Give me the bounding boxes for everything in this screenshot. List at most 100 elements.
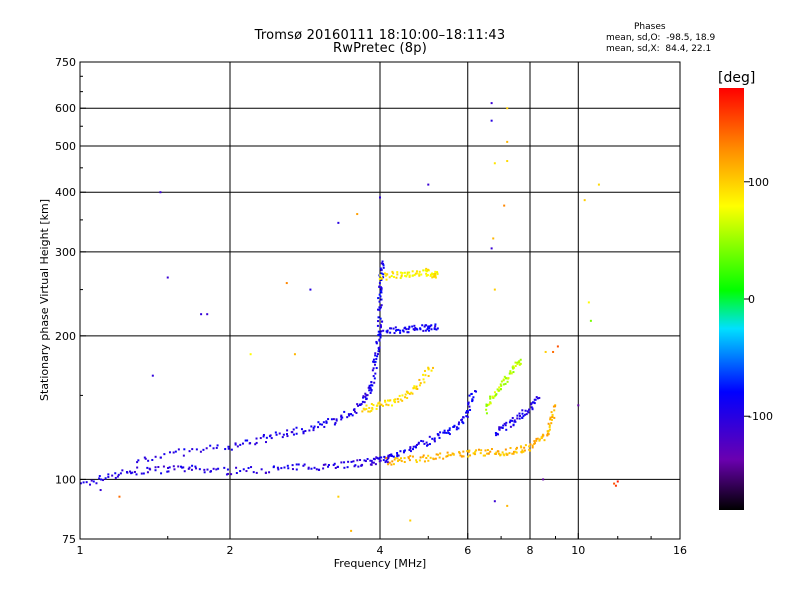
data-point bbox=[322, 467, 325, 470]
data-point bbox=[346, 416, 349, 419]
data-point bbox=[427, 268, 430, 271]
data-point bbox=[399, 450, 402, 453]
data-point bbox=[427, 454, 430, 457]
data-point bbox=[394, 456, 397, 459]
data-point bbox=[336, 465, 339, 468]
data-point bbox=[182, 454, 185, 457]
data-point bbox=[154, 466, 157, 469]
data-point bbox=[502, 453, 505, 456]
data-point bbox=[177, 448, 180, 451]
data-point bbox=[489, 402, 492, 405]
data-point bbox=[516, 362, 519, 365]
data-point bbox=[360, 402, 363, 405]
data-point bbox=[368, 384, 371, 387]
data-point bbox=[245, 470, 248, 473]
data-point bbox=[433, 440, 436, 443]
data-point bbox=[597, 183, 600, 186]
data-point bbox=[188, 450, 191, 453]
data-point bbox=[502, 379, 505, 382]
data-point bbox=[312, 427, 315, 430]
data-point bbox=[389, 327, 392, 330]
data-point bbox=[129, 470, 132, 473]
data-point bbox=[379, 403, 382, 406]
data-point bbox=[397, 454, 400, 457]
data-point bbox=[519, 414, 522, 417]
data-point bbox=[536, 397, 539, 400]
data-point bbox=[358, 403, 361, 406]
data-point bbox=[519, 445, 522, 448]
y-axis-ticks: 75 100 200 300 400 500 600 750 bbox=[55, 56, 86, 546]
data-point bbox=[427, 183, 430, 186]
data-point bbox=[181, 466, 184, 469]
data-point bbox=[98, 477, 101, 480]
data-point bbox=[313, 425, 316, 428]
data-point bbox=[254, 443, 257, 446]
data-point bbox=[380, 403, 383, 406]
data-point bbox=[530, 403, 533, 406]
data-point bbox=[209, 470, 212, 473]
data-point bbox=[276, 466, 279, 469]
data-point bbox=[420, 439, 423, 442]
data-point bbox=[467, 450, 470, 453]
data-point bbox=[425, 269, 428, 272]
data-point bbox=[416, 387, 419, 390]
data-point bbox=[528, 448, 531, 451]
data-point bbox=[224, 448, 227, 451]
data-point bbox=[405, 328, 408, 331]
data-point bbox=[79, 482, 82, 485]
data-point bbox=[407, 457, 410, 460]
data-point bbox=[432, 275, 435, 278]
data-point bbox=[394, 329, 397, 332]
data-point bbox=[399, 329, 402, 332]
data-point bbox=[483, 454, 486, 457]
data-point bbox=[147, 459, 150, 462]
data-point bbox=[493, 500, 496, 503]
data-point bbox=[174, 450, 177, 453]
data-point bbox=[421, 324, 424, 327]
data-point bbox=[151, 458, 154, 461]
data-point bbox=[474, 453, 477, 456]
data-point bbox=[295, 468, 298, 471]
data-point bbox=[364, 392, 367, 395]
data-point bbox=[413, 274, 416, 277]
data-point bbox=[509, 370, 512, 373]
data-point bbox=[411, 270, 414, 273]
data-point bbox=[365, 394, 368, 397]
data-point bbox=[409, 446, 412, 449]
data-point bbox=[239, 443, 242, 446]
data-point bbox=[418, 270, 421, 273]
data-point bbox=[384, 399, 387, 402]
data-point bbox=[381, 277, 384, 280]
data-point bbox=[399, 457, 402, 460]
data-point bbox=[281, 436, 284, 439]
data-point bbox=[333, 462, 336, 465]
data-point bbox=[215, 446, 218, 449]
data-point bbox=[378, 306, 381, 309]
data-point bbox=[437, 434, 440, 437]
data-point bbox=[524, 409, 527, 412]
data-point bbox=[280, 467, 283, 470]
data-point bbox=[334, 467, 337, 470]
data-point bbox=[297, 463, 300, 466]
data-points bbox=[79, 102, 619, 532]
data-point bbox=[502, 383, 505, 386]
data-point bbox=[154, 469, 157, 472]
data-point bbox=[415, 387, 418, 390]
data-point bbox=[350, 413, 353, 416]
data-point bbox=[205, 447, 208, 450]
data-point bbox=[406, 391, 409, 394]
data-point bbox=[419, 328, 422, 331]
data-point bbox=[547, 433, 550, 436]
data-point bbox=[466, 415, 469, 418]
data-point bbox=[497, 433, 500, 436]
data-point bbox=[361, 410, 364, 413]
data-point bbox=[544, 350, 547, 353]
data-point bbox=[550, 418, 553, 421]
data-point bbox=[371, 407, 374, 410]
data-point bbox=[322, 463, 325, 466]
data-point bbox=[412, 448, 415, 451]
data-point bbox=[480, 449, 483, 452]
data-point bbox=[379, 332, 382, 335]
data-point bbox=[353, 465, 356, 468]
data-point bbox=[466, 450, 469, 453]
